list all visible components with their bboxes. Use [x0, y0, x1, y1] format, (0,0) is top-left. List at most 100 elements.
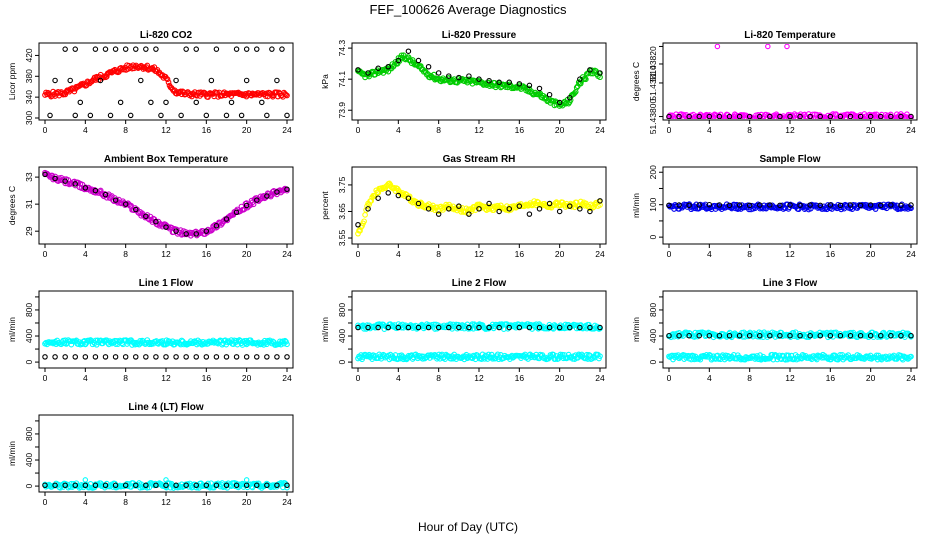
data-point [223, 354, 230, 360]
data-point [112, 482, 119, 489]
data-point [797, 113, 803, 119]
data-point [756, 202, 763, 208]
data-point [878, 113, 884, 119]
y-axis-label: percent [320, 191, 330, 220]
data-point [97, 77, 104, 84]
data-point [877, 332, 884, 339]
y-tick-label: 0 [337, 359, 347, 364]
data-point [193, 99, 200, 106]
data-point [867, 113, 874, 119]
data-point [365, 206, 371, 212]
data-point [102, 191, 109, 198]
y-tick-label: 400 [24, 329, 34, 343]
figure-x-label: Hour of Day (UTC) [418, 520, 518, 534]
data-point [375, 195, 381, 201]
data-point [666, 332, 672, 339]
data-point [847, 113, 854, 119]
data-point [837, 113, 844, 119]
data-point [243, 354, 250, 360]
data-point [716, 113, 723, 119]
data-point [243, 46, 250, 52]
y-tick-label: 0 [648, 235, 658, 240]
data-point [787, 332, 793, 339]
data-point [445, 324, 452, 331]
data-point [666, 202, 672, 209]
data-point [516, 203, 523, 209]
plot-area [42, 477, 290, 491]
data-point [445, 206, 452, 212]
data-point [385, 63, 391, 70]
data-point [908, 332, 914, 339]
data-point [395, 324, 402, 331]
series-1 [42, 480, 290, 491]
data-point [259, 99, 265, 106]
data-point [536, 324, 543, 331]
data-point [133, 46, 139, 52]
x-tick-label: 16 [515, 125, 525, 135]
panel-title: Line 1 Flow [139, 278, 194, 289]
data-point [62, 178, 68, 184]
data-point [243, 202, 250, 209]
data-point [546, 200, 553, 207]
data-point [888, 332, 894, 339]
data-point [807, 332, 813, 339]
x-tick-label: 12 [785, 373, 795, 383]
x-tick-label: 24 [595, 373, 605, 383]
data-point [233, 46, 240, 52]
data-point [102, 482, 109, 489]
data-point [777, 202, 783, 209]
data-point [577, 206, 583, 212]
data-point [425, 324, 432, 331]
data-point [355, 221, 361, 228]
data-point [476, 324, 482, 331]
data-point [284, 482, 290, 489]
data-point [203, 228, 210, 234]
data-point [193, 46, 200, 52]
x-tick-label: 12 [161, 497, 171, 507]
data-point [82, 341, 89, 348]
data-point [82, 477, 89, 483]
data-point [183, 46, 189, 52]
data-point [556, 324, 563, 331]
data-point [526, 211, 533, 217]
series-1 [42, 169, 290, 239]
panel-title: Line 4 (LT) Flow [128, 402, 204, 413]
data-point [82, 482, 89, 489]
x-tick-label: 12 [474, 373, 484, 383]
x-tick-label: 4 [83, 249, 88, 259]
data-point [117, 99, 124, 106]
data-point [810, 202, 817, 209]
x-tick-label: 12 [161, 373, 171, 383]
data-point [153, 46, 159, 52]
x-tick-label: 8 [436, 125, 441, 135]
data-point [72, 181, 79, 187]
data-point [62, 46, 68, 52]
x-tick-label: 4 [396, 125, 401, 135]
data-point [496, 324, 502, 331]
y-tick-label: 31 [24, 199, 34, 209]
data-point [52, 482, 58, 489]
y-tick-label: 3.75 [337, 176, 347, 193]
data-point [577, 324, 583, 331]
x-tick-label: 20 [555, 249, 565, 259]
data-point [716, 202, 723, 208]
data-point [676, 202, 682, 208]
plot-area [666, 44, 914, 119]
data-point [857, 202, 864, 209]
data-point [193, 482, 200, 489]
data-point [577, 76, 583, 82]
data-point [92, 187, 99, 194]
data-point [52, 175, 58, 182]
data-point [284, 354, 290, 360]
data-point [456, 74, 462, 81]
data-point [102, 46, 109, 52]
x-tick-label: 24 [282, 125, 292, 135]
data-point [597, 70, 603, 76]
data-point [546, 91, 553, 98]
y-tick-label: 400 [24, 453, 34, 467]
y-axis-label: ml/min [7, 317, 17, 342]
x-tick-label: 8 [747, 125, 752, 135]
data-point [573, 84, 580, 91]
data-point [597, 353, 603, 360]
x-tick-label: 12 [785, 249, 795, 259]
